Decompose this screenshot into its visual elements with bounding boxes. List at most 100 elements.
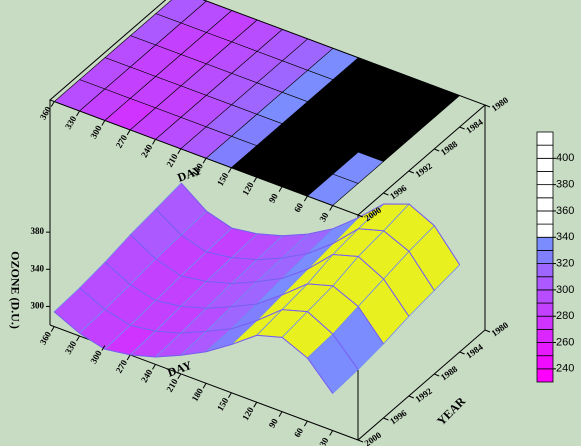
y-tick-label: 1992	[413, 386, 434, 405]
x-tick-label: 60	[292, 426, 305, 439]
x-tick	[329, 430, 334, 436]
x-tick	[50, 326, 55, 332]
y-tick-label: 2000	[363, 430, 384, 446]
x-tick	[177, 373, 182, 380]
z-tick-label: 380	[31, 226, 45, 236]
colorbar-box	[536, 289, 554, 304]
top-plane	[49, 0, 486, 216]
colorbar-tick-label: 380	[556, 179, 574, 191]
x-tick	[152, 364, 156, 370]
y-tick-label: 1984	[464, 342, 485, 361]
x-tick	[76, 110, 80, 117]
x-tick	[177, 148, 182, 155]
y-tick	[357, 214, 364, 218]
colorbar-tick-label: 260	[556, 336, 574, 348]
x-tick-label: 270	[114, 358, 130, 375]
y-tick-label: 1996	[388, 183, 409, 202]
colorbar-box	[536, 250, 554, 264]
colorbar-box	[536, 171, 554, 186]
x-tick-label: 210	[164, 152, 180, 169]
x-tick	[253, 401, 258, 408]
y-tick-label: 1992	[413, 161, 434, 180]
x-tick	[253, 176, 258, 183]
colorbar-tick-label: 320	[556, 257, 574, 269]
x-tick	[227, 392, 232, 398]
y-tick-label: 1984	[464, 117, 485, 136]
y-tick	[484, 329, 491, 333]
x-tick-label: 90	[267, 191, 280, 204]
colorbar-tick-label: 340	[556, 231, 574, 243]
surface-line	[53, 311, 334, 394]
colorbar-box	[536, 184, 554, 199]
x-tick	[303, 195, 308, 202]
x-axis-label: DAY	[175, 163, 203, 185]
colorbar-box	[536, 355, 554, 370]
y-axis-label: YEAR	[434, 394, 468, 428]
colorbar-box	[536, 210, 554, 225]
x-tick-label: 180	[190, 386, 206, 403]
y-tick	[484, 104, 491, 108]
y-tick	[383, 417, 389, 421]
surface-line	[79, 287, 359, 370]
y-tick-label: 1988	[439, 364, 460, 383]
x-tick-label: 360	[38, 104, 54, 121]
surface-line	[130, 234, 410, 317]
x-tick-label: 30	[317, 210, 330, 223]
y-tick	[383, 192, 389, 196]
z-tick-label: 300	[31, 300, 45, 310]
x-tick	[329, 205, 334, 211]
colorbar-box	[536, 157, 554, 172]
colorbar-tick-label: 300	[556, 284, 574, 296]
y-tick	[434, 148, 440, 152]
x-tick-label: 30	[317, 435, 330, 446]
colorbar-box	[536, 368, 554, 383]
colorbar-box	[536, 276, 554, 291]
colorbar-tick-label: 280	[556, 310, 574, 322]
surface-line	[104, 261, 384, 345]
colorbar-tick-label: 400	[556, 152, 574, 164]
colorbar-box	[536, 263, 554, 278]
x-tick	[126, 129, 131, 136]
x-tick	[50, 101, 55, 107]
x-tick	[278, 186, 283, 192]
colorbar-tick-label: 240	[556, 363, 574, 375]
x-tick-label: 330	[63, 114, 79, 131]
x-tick-label: 240	[139, 367, 155, 384]
y-tick-label: 1996	[388, 408, 409, 427]
colorbar-tick-label: 360	[556, 205, 574, 217]
y-tick-label: 1980	[490, 320, 511, 339]
colorbar-box	[536, 315, 554, 330]
x-tick-label: 270	[114, 133, 130, 150]
colorbar-box	[536, 197, 554, 212]
x-tick-label: 90	[267, 416, 280, 429]
x-tick	[202, 383, 207, 389]
x-tick	[126, 354, 131, 361]
x-tick-label: 120	[240, 180, 256, 197]
x-tick-label: 150	[215, 170, 231, 187]
x-tick-label: 300	[88, 123, 104, 140]
y-tick	[459, 351, 465, 355]
x-tick	[278, 411, 283, 417]
y-tick-label: 1980	[490, 95, 511, 114]
x-tick-label: 210	[164, 377, 180, 394]
colorbar-box	[536, 342, 554, 357]
z-tick-label: 340	[31, 263, 45, 273]
x-tick-label: 240	[139, 142, 155, 159]
y-tick	[408, 170, 414, 174]
y-tick	[459, 126, 465, 130]
y-tick	[434, 373, 440, 377]
colorbar-box	[536, 223, 554, 238]
z-axis-label: OZONE (D.U.)	[8, 251, 22, 329]
x-tick	[152, 139, 156, 145]
x-tick-label: 330	[63, 339, 79, 356]
colorbar-box	[536, 236, 554, 251]
y-tick-label: 1988	[439, 139, 460, 158]
x-tick-label: 300	[88, 348, 104, 365]
colorbar-box	[536, 131, 554, 146]
x-tick-label: 60	[292, 201, 305, 214]
x-tick	[101, 345, 106, 351]
x-tick-label: 120	[240, 405, 256, 422]
y-tick	[408, 395, 414, 399]
